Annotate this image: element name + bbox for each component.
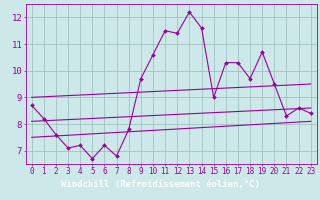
- Text: Windchill (Refroidissement éolien,°C): Windchill (Refroidissement éolien,°C): [60, 180, 260, 189]
